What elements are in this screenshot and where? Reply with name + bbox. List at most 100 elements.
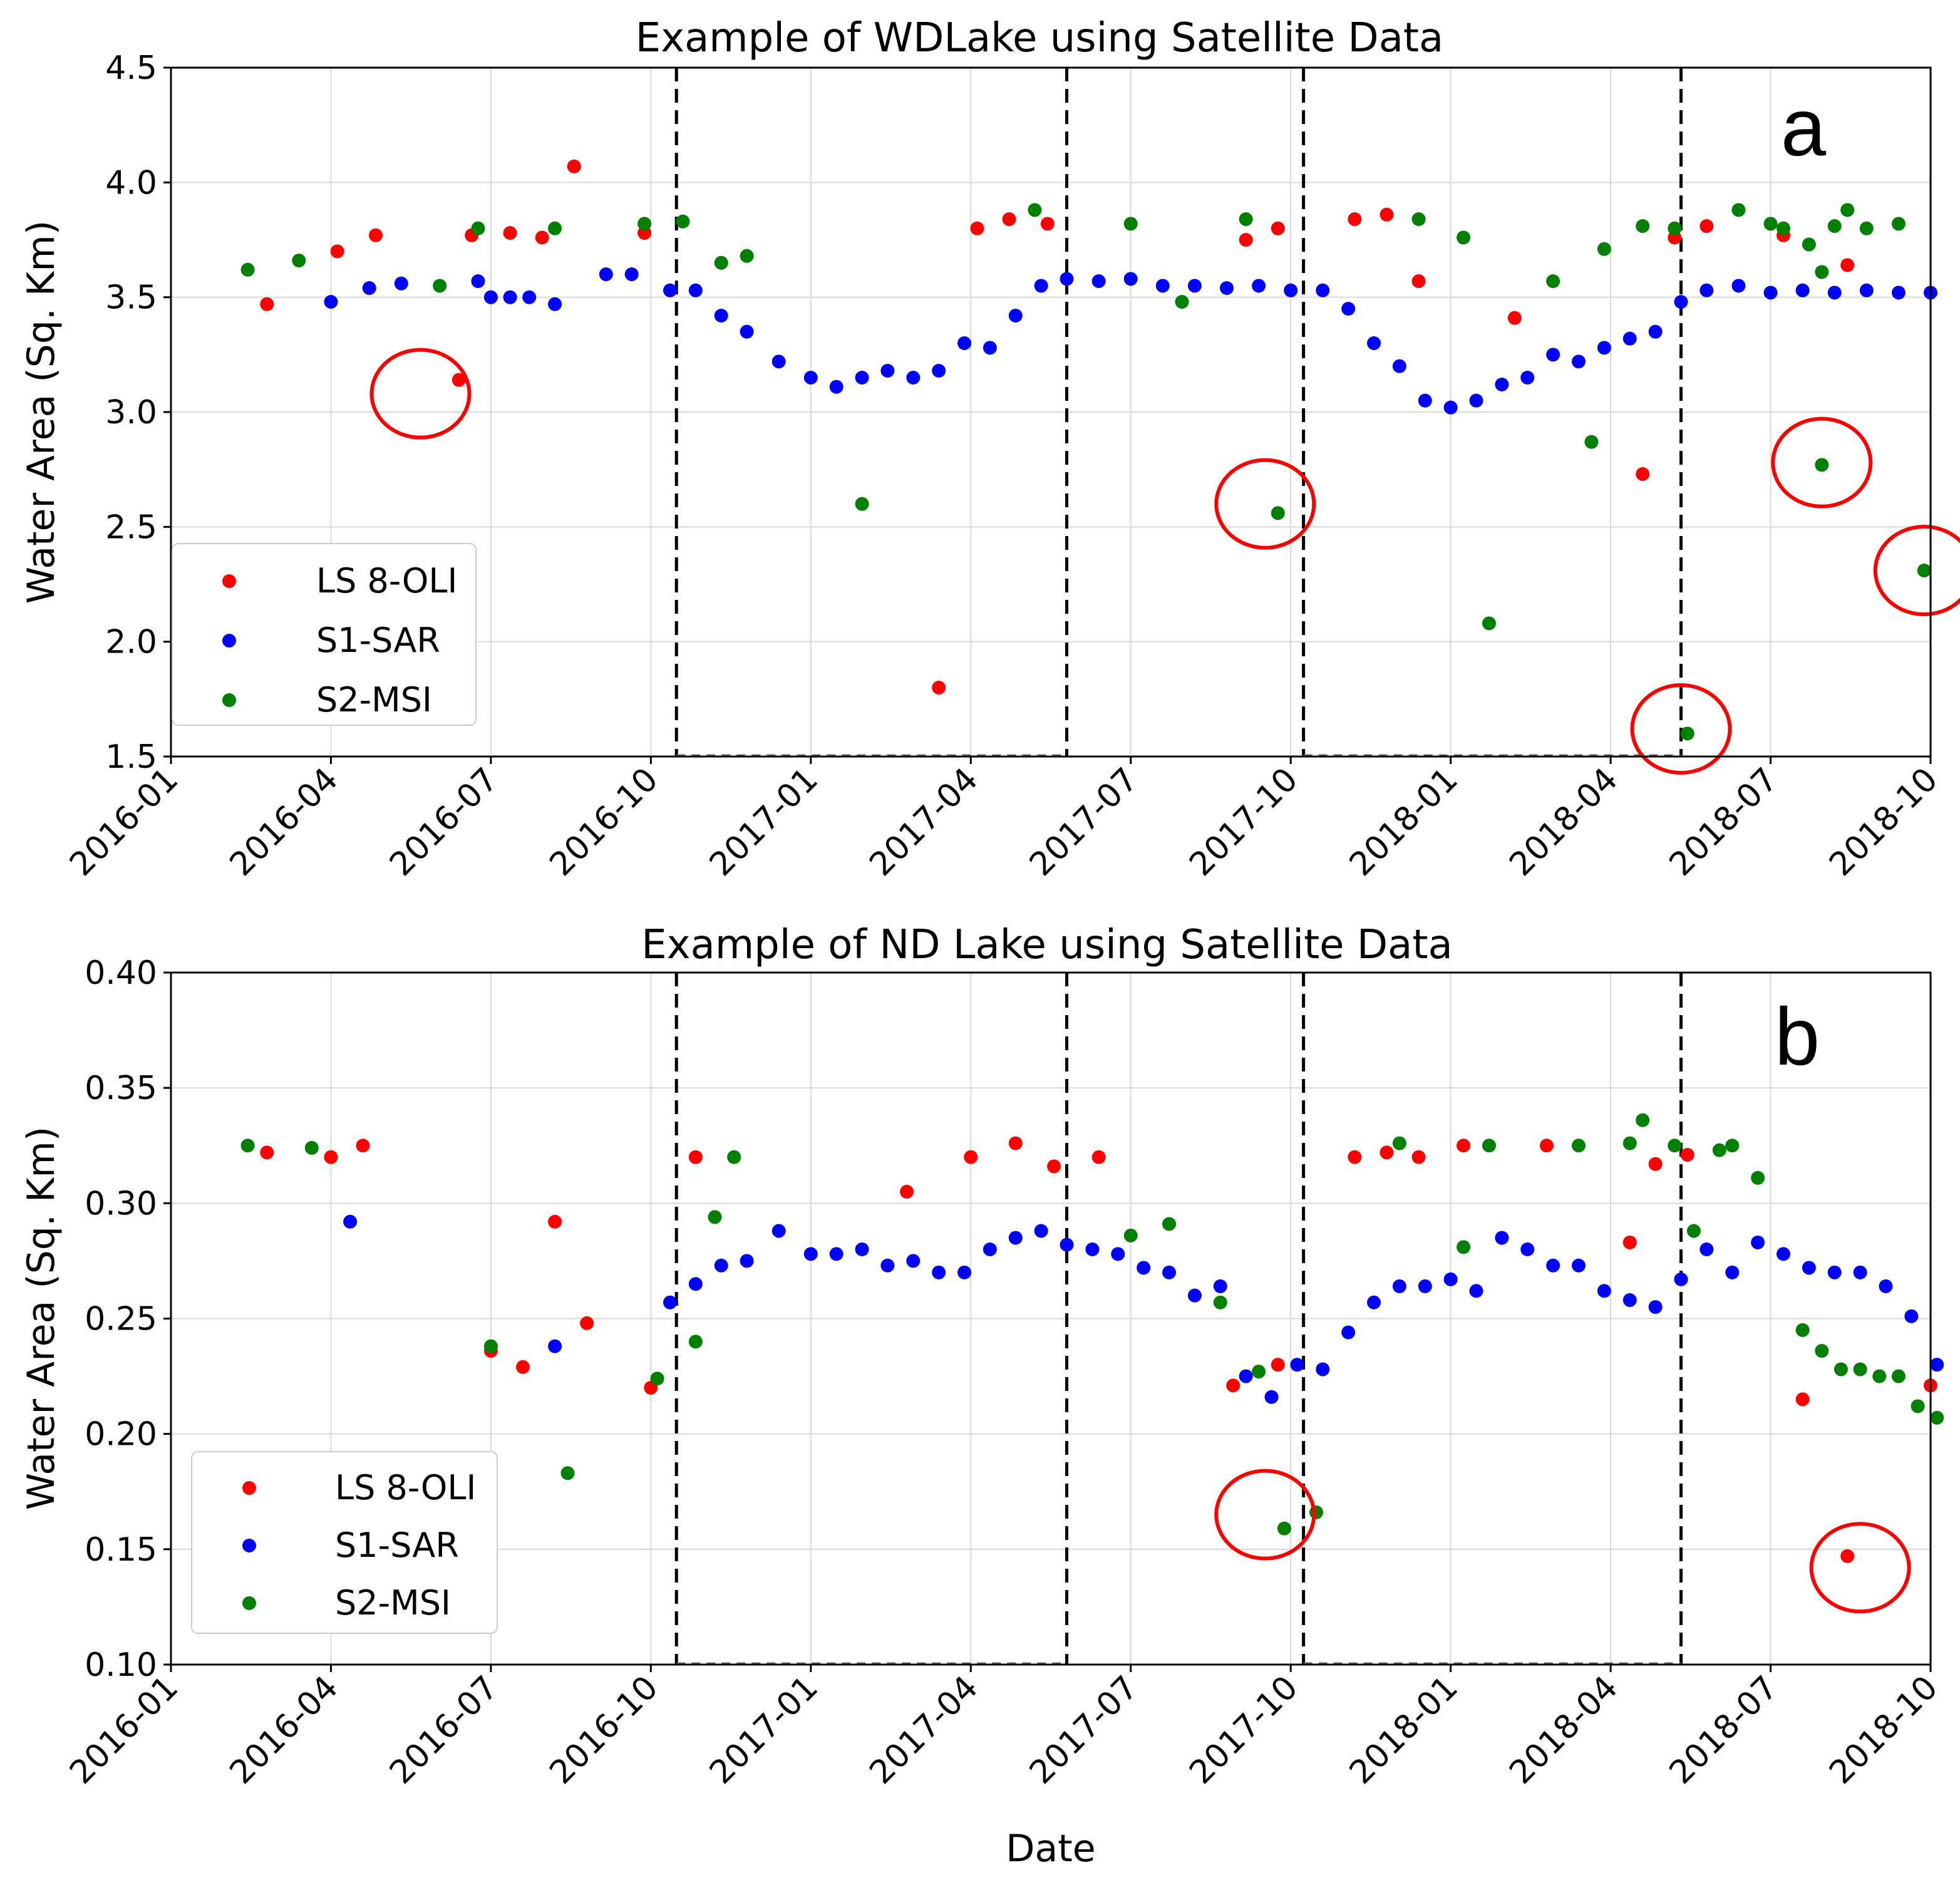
- data-point-s1-sar: [1008, 1231, 1023, 1245]
- legend: LS 8-OLI S1-SAR S2-MSI: [172, 543, 477, 726]
- data-point-ls-8-oli: [900, 1184, 914, 1199]
- legend-label-ls8-oli: LS 8-OLI: [335, 1468, 476, 1507]
- data-point-s2-msi: [1731, 203, 1746, 217]
- data-point-ls-8-oli: [330, 244, 344, 259]
- data-point-s2-msi: [433, 279, 447, 293]
- data-point-ls-8-oli: [1008, 1136, 1023, 1150]
- data-point-s1-sar: [1674, 295, 1688, 309]
- data-point-s1-sar: [1469, 1284, 1483, 1298]
- data-point-ls-8-oli: [535, 230, 549, 245]
- data-point-s2-msi: [1725, 1139, 1740, 1153]
- data-point-s1-sar: [1034, 1224, 1048, 1238]
- data-point-s1-sar: [1220, 281, 1234, 295]
- data-point-s1-sar: [1597, 1284, 1611, 1298]
- data-point-s1-sar: [1213, 1279, 1227, 1293]
- y-tick-label: 1.5: [105, 738, 157, 776]
- legend-marker-s2-msi: [222, 693, 236, 707]
- data-point-s2-msi: [304, 1140, 319, 1155]
- x-tick-label: 2018-04: [1502, 1669, 1625, 1792]
- data-point-s1-sar: [362, 281, 376, 295]
- data-point-ls-8-oli: [260, 297, 274, 311]
- data-point-s1-sar: [688, 283, 703, 297]
- data-point-s1-sar: [1316, 283, 1330, 297]
- data-point-ls-8-oli: [1348, 1150, 1362, 1164]
- data-point-s2-msi: [1802, 237, 1816, 252]
- data-point-s2-msi: [1917, 564, 1931, 577]
- data-point-ls-8-oli: [1840, 258, 1855, 272]
- data-point-s1-sar: [1495, 378, 1509, 391]
- data-point-s2-msi: [1636, 1113, 1650, 1127]
- data-point-s1-sar: [663, 1295, 678, 1309]
- panel-label: b: [1775, 991, 1820, 1082]
- data-point-s1-sar: [1187, 1288, 1202, 1303]
- data-point-s1-sar: [1795, 283, 1810, 297]
- data-point-s1-sar: [1853, 1265, 1867, 1279]
- data-point-s2-msi: [1859, 221, 1874, 235]
- data-point-ls-8-oli: [1457, 1139, 1471, 1153]
- data-point-s1-sar: [880, 1258, 895, 1273]
- data-point-s1-sar: [663, 283, 678, 297]
- legend-label-ls8-oli: LS 8-OLI: [316, 561, 457, 601]
- data-point-s2-msi: [1680, 726, 1694, 741]
- data-point-s2-msi: [1827, 219, 1842, 233]
- data-point-s1-sar: [1700, 283, 1714, 297]
- legend-label-s2-msi: S2-MSI: [316, 680, 432, 720]
- legend-box: [172, 543, 477, 726]
- data-point-s2-msi: [548, 221, 562, 235]
- x-tick-label: 2017-10: [1182, 1669, 1305, 1792]
- data-point-ls-8-oli: [1239, 233, 1253, 247]
- data-point-ls-8-oli: [324, 1150, 338, 1164]
- data-point-s2-msi: [1668, 1139, 1682, 1153]
- data-point-ls-8-oli: [1411, 274, 1426, 288]
- data-point-s2-msi: [1763, 217, 1778, 231]
- plot-frame: [170, 66, 1932, 758]
- data-point-s2-msi: [1668, 221, 1682, 235]
- x-tick-label: 2018-01: [1343, 761, 1465, 884]
- data-point-s1-sar: [829, 1247, 843, 1261]
- data-point-s1-sar: [688, 1277, 703, 1291]
- data-point-s2-msi: [471, 221, 485, 235]
- data-point-s1-sar: [1674, 1272, 1688, 1286]
- x-tick-label: 2018-04: [1502, 761, 1625, 884]
- data-point-s1-sar: [1418, 393, 1432, 408]
- data-point-ls-8-oli: [451, 373, 466, 387]
- data-point-s2-msi: [676, 214, 690, 229]
- data-point-s1-sar: [548, 1339, 562, 1353]
- x-tick-label: 2018-07: [1663, 761, 1785, 884]
- data-point-s1-sar: [394, 276, 408, 291]
- x-tick-labels: 2016-01 2016-04 2016-07 2016-10 2017-01 2017-…: [63, 1669, 1945, 1792]
- data-point-s1-sar: [522, 290, 537, 304]
- data-point-ls-8-oli: [1091, 1150, 1106, 1164]
- data-point-s2-msi: [1891, 217, 1906, 231]
- highlight-circle: [1809, 1522, 1911, 1614]
- y-tick-label: 2.0: [105, 624, 157, 661]
- data-point-s1-sar: [1239, 1369, 1253, 1383]
- data-point-ls-8-oli: [1539, 1139, 1554, 1153]
- data-point-s2-msi: [1815, 458, 1829, 472]
- chart-title: Example of WDLake using Satellite Data: [636, 15, 1443, 61]
- legend-marker-ls8-oli: [222, 574, 236, 588]
- data-point-s1-sar: [1418, 1279, 1432, 1293]
- panel-label: a: [1781, 81, 1827, 173]
- legend: LS 8-OLI S1-SAR S2-MSI: [191, 1451, 498, 1634]
- data-point-ls-8-oli: [1271, 221, 1285, 235]
- data-point-ls-8-oli: [964, 1150, 978, 1164]
- data-point-ls-8-oli: [1226, 1378, 1240, 1393]
- data-point-s2-msi: [1815, 1344, 1829, 1358]
- x-tick-label: 2017-04: [862, 1669, 985, 1792]
- data-point-s1-sar: [1572, 354, 1586, 369]
- data-point-s2-msi: [292, 254, 306, 267]
- data-point-ls-8-oli: [1047, 1159, 1061, 1174]
- data-point-ls-8-oli: [970, 221, 984, 235]
- data-point-s2-msi: [727, 1150, 741, 1164]
- data-point-s2-msi: [1834, 1362, 1848, 1376]
- data-point-s2-msi: [1239, 212, 1253, 226]
- data-point-s2-msi: [1457, 1240, 1471, 1254]
- data-point-s1-sar: [880, 364, 895, 378]
- data-point-s2-msi: [855, 497, 869, 511]
- data-point-s1-sar: [1725, 1265, 1740, 1279]
- data-point-ls-8-oli: [1271, 1358, 1285, 1372]
- data-point-s2-msi: [1597, 242, 1611, 256]
- x-tick-labels: 2016-01 2016-04 2016-07 2016-10 2017-01 2017-…: [63, 761, 1945, 884]
